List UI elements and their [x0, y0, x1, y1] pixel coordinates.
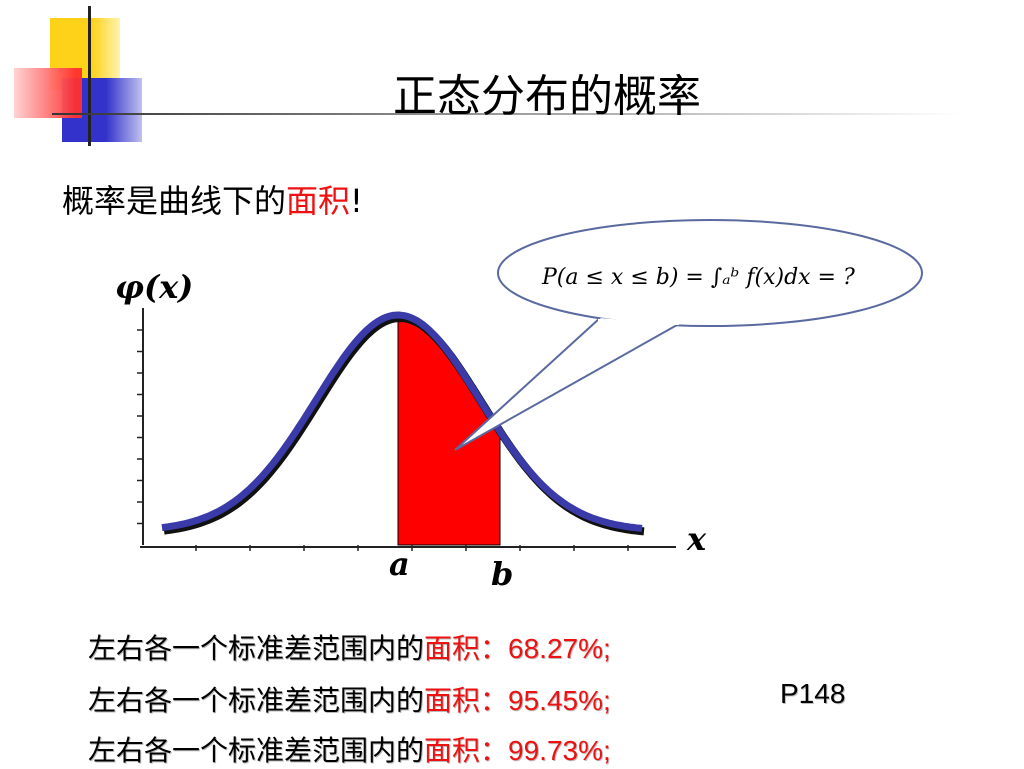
- speech-bubble-icon: P(a ≤ x ≤ b) = ∫ₐᵇ f(x)dx = ?: [454, 219, 923, 451]
- marker-b: b: [491, 555, 513, 593]
- deco-red-square: [14, 68, 82, 118]
- marker-a: a: [389, 545, 410, 583]
- stat-text: 左右各一个标准差范围内的: [88, 684, 425, 717]
- stat-row-2: 左右各一个标准差范围内的面积：95.45%;: [88, 679, 611, 719]
- subtitle-highlight: 面积: [286, 182, 351, 220]
- stat-text: 左右各一个标准差范围内的: [88, 734, 425, 767]
- stat-value: 面积：99.73%;: [424, 735, 611, 766]
- x-axis-label: x: [686, 520, 707, 558]
- subtitle: 概率是曲线下的面积!: [62, 176, 363, 222]
- deco-vertical-line: [88, 6, 91, 146]
- stat-value: 面积：68.27%;: [424, 633, 611, 664]
- y-axis-label: φ(x): [115, 268, 193, 306]
- normal-curve: [161, 311, 643, 532]
- stat-row-3: 左右各一个标准差范围内的面积：99.73%;: [88, 729, 611, 769]
- page-title: 正态分布的概率: [393, 71, 701, 122]
- stat-text: 左右各一个标准差范围内的: [88, 632, 425, 665]
- stat-value: 面积：95.45%;: [424, 685, 611, 716]
- page-reference: P148: [780, 678, 846, 709]
- x-axis-ticks: [195, 545, 629, 551]
- subtitle-main: 概率是曲线下的: [62, 182, 287, 220]
- deco-horizontal-line: [52, 113, 962, 115]
- y-axis-ticks: [137, 329, 143, 525]
- subtitle-end: !: [350, 182, 363, 220]
- stat-row-1: 左右各一个标准差范围内的面积：68.27%;: [88, 627, 611, 667]
- formula: P(a ≤ x ≤ b) = ∫ₐᵇ f(x)dx = ?: [541, 265, 855, 290]
